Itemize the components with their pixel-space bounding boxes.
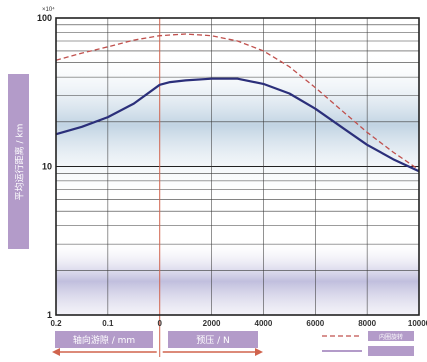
y-tick-labels: 1 10 100	[37, 13, 52, 320]
grid	[56, 17, 419, 316]
x-tick-label: 0.2	[50, 319, 62, 328]
background-bands	[56, 50, 419, 315]
y-tick-label: 1	[47, 310, 52, 320]
direction-arrows	[52, 348, 263, 356]
x-tick-label: 4000	[255, 319, 273, 328]
legend-lines	[322, 335, 362, 352]
legend-label-1: 内圈旋转	[368, 331, 414, 341]
arrow-right-head	[255, 348, 263, 356]
x-tick-label: 0	[157, 319, 162, 328]
x-tick-labels: 0.2 0.1 0 2000 4000 6000 8000 10000	[50, 319, 427, 328]
series-line-1	[55, 33, 420, 171]
band-lower	[56, 239, 419, 315]
x-right-label: 预压 / N	[168, 331, 258, 348]
x-left-label: 轴向游隙 / mm	[55, 331, 153, 348]
arrow-left-head	[52, 348, 60, 356]
series-layer	[55, 33, 420, 173]
y-multiplier: ×10⁴	[42, 6, 55, 13]
x-tick-label: 8000	[358, 319, 376, 328]
plot-border	[55, 17, 420, 316]
x-tick-label: 2000	[203, 319, 221, 328]
x-tick-label: 6000	[306, 319, 324, 328]
y-tick-label: 10	[42, 162, 52, 172]
y-axis-label: 平均运行距离 / km	[15, 123, 25, 200]
y-axis-label-box: 平均运行距离 / km	[8, 74, 29, 249]
series-line-2	[55, 77, 420, 173]
band-upper	[56, 50, 419, 200]
legend-label-2	[368, 346, 414, 356]
x-tick-label: 10000	[408, 319, 427, 328]
y-tick-label: 100	[37, 13, 52, 23]
x-tick-label: 0.1	[102, 319, 114, 328]
plot-frame	[55, 17, 420, 316]
